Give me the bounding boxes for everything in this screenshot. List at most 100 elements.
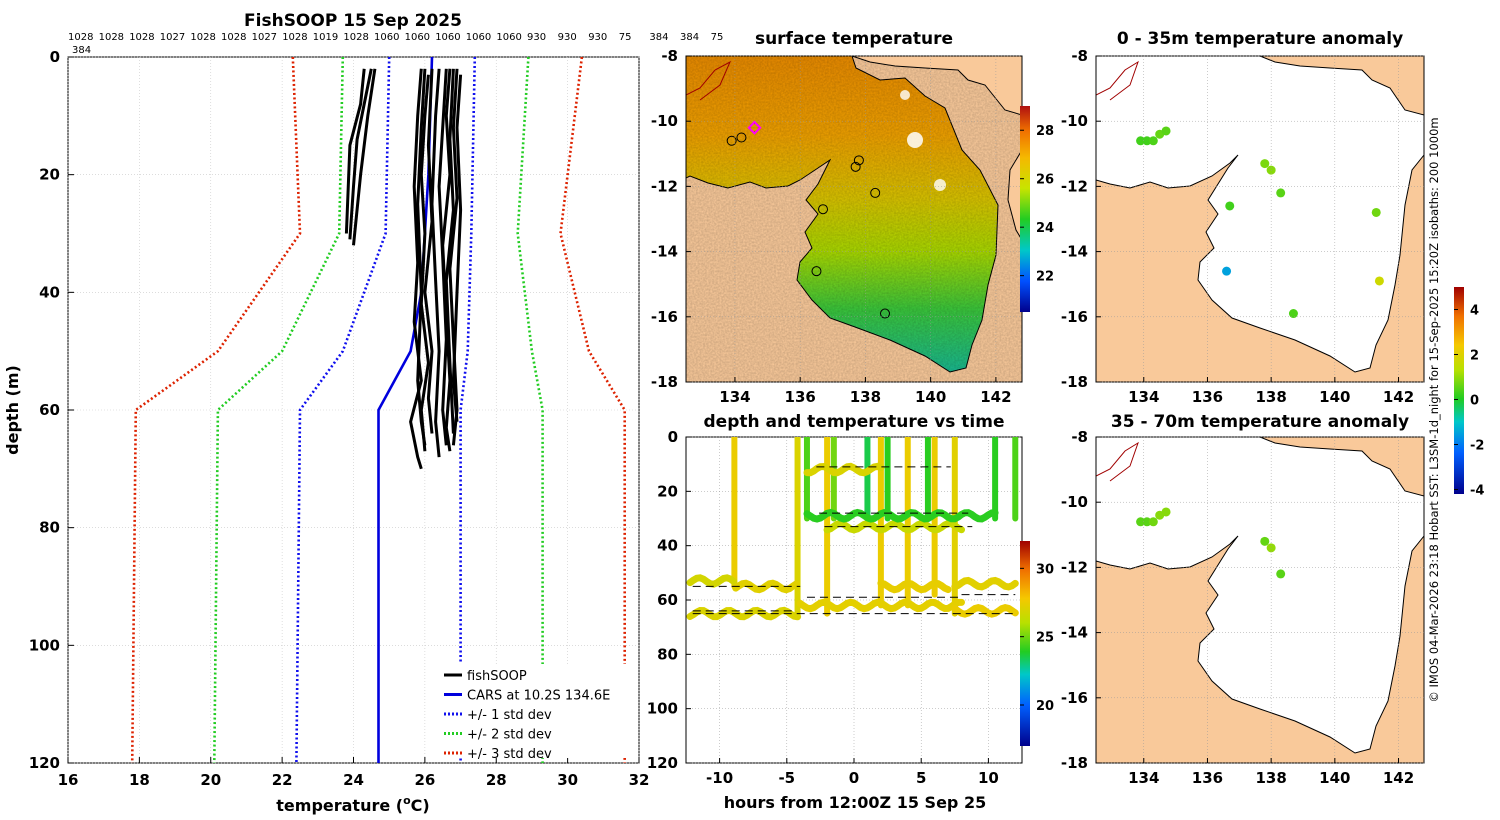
legend-label: +/- 3 std dev bbox=[467, 747, 552, 762]
timeseries-title: depth and temperature vs time bbox=[704, 412, 1005, 432]
sst-texture bbox=[686, 56, 1022, 382]
anomaly-point bbox=[1374, 276, 1384, 286]
anomaly-point bbox=[1371, 207, 1381, 217]
sst-colorbar bbox=[1020, 106, 1030, 312]
cast-id-label: 930 bbox=[527, 32, 546, 43]
anomaly-upper-coast-nw bbox=[1096, 60, 1139, 101]
y-tick-label: 40 bbox=[39, 283, 60, 301]
cast-id-label: 384 bbox=[680, 32, 699, 43]
x-tick-label: 140 bbox=[1319, 769, 1350, 787]
y-tick-label: -12 bbox=[1061, 558, 1088, 576]
y-tick-label: 80 bbox=[39, 519, 60, 537]
anomaly-upper-points bbox=[1136, 126, 1384, 319]
sst-grid bbox=[686, 55, 1022, 383]
fishsoop-cast-line bbox=[419, 74, 430, 452]
y-tick-label: -12 bbox=[1061, 177, 1088, 195]
anomaly-upper-title: 0 - 35m temperature anomaly bbox=[1117, 29, 1403, 49]
series-line bbox=[459, 56, 477, 763]
anomaly-upper-frame bbox=[1095, 55, 1425, 383]
legend-entries: fishSOOP CARS at 10.2S 134.6E +/- 1 std de… bbox=[444, 669, 610, 762]
cast-marker bbox=[853, 155, 864, 166]
cast-id-label: 1060 bbox=[374, 32, 399, 43]
anomaly-lower-frame bbox=[1095, 436, 1425, 764]
xlabel-main: temperature ( bbox=[276, 796, 403, 815]
credit-text: © IMOS 04-Mar-2026 23:18 Hobart SST: L3S… bbox=[1427, 117, 1441, 702]
cast-id-label: 1028 bbox=[129, 32, 154, 43]
x-tick-label: 142 bbox=[1383, 388, 1414, 406]
cast-id-labels: 1028 1028 1028 1027 1028 1028 1027 1028 1019 1028… bbox=[68, 32, 723, 56]
cast-id-label: 1028 bbox=[99, 32, 124, 43]
y-tick-label: -16 bbox=[1061, 689, 1088, 707]
bottom-segment-trace bbox=[951, 603, 1019, 618]
x-tick-label: 136 bbox=[1192, 769, 1223, 787]
cast-marker bbox=[736, 132, 747, 143]
y-tick-label: -14 bbox=[1061, 243, 1088, 261]
anomaly-upper-grid bbox=[1096, 55, 1424, 383]
legend-box bbox=[438, 664, 634, 758]
x-tick-label: 138 bbox=[1255, 388, 1286, 406]
sst-coast-nw bbox=[686, 60, 732, 101]
anomaly-lower-land-n bbox=[1259, 437, 1424, 497]
x-tick-label: 142 bbox=[980, 388, 1011, 406]
series-line bbox=[130, 56, 302, 764]
y-tick-label: -10 bbox=[651, 112, 678, 130]
anomaly-point bbox=[1161, 126, 1171, 136]
cloud-gap bbox=[907, 132, 923, 148]
y-tick-label: 20 bbox=[657, 482, 678, 500]
y-tick-label: -16 bbox=[651, 308, 678, 326]
y-tick-label: -16 bbox=[1061, 308, 1088, 326]
x-tick-label: 134 bbox=[1128, 388, 1159, 406]
y-tick-label: 100 bbox=[647, 700, 678, 718]
legend-label: +/- 2 std dev bbox=[467, 728, 552, 743]
bottom-segment-trace bbox=[877, 579, 952, 594]
sst-land-east bbox=[1007, 149, 1022, 241]
anomaly-lower-title: 35 - 70m temperature anomaly bbox=[1111, 412, 1409, 432]
colorbar-tick-label: 0 bbox=[1470, 394, 1479, 409]
legend-label: +/- 1 std dev bbox=[467, 708, 552, 723]
anomaly-lower-axes: 134 136 138 140 142 -8 -10 -12 -14 -16 -18 bbox=[1061, 428, 1414, 787]
y-tick-label: 80 bbox=[657, 645, 678, 663]
sst-axes: 134 136 138 140 142 -8 -10 -12 -14 -16 -18 bbox=[651, 47, 1012, 406]
cast-id-label: 75 bbox=[711, 32, 724, 43]
y-tick-label: -10 bbox=[1061, 493, 1088, 511]
y-tick-label: 0 bbox=[50, 48, 60, 66]
anomaly-lower-coast-nw bbox=[1096, 441, 1139, 482]
timeseries-data bbox=[686, 437, 1019, 621]
anomaly-point bbox=[1142, 517, 1152, 527]
y-tick-label: 60 bbox=[39, 401, 60, 419]
xlabel-superscript: o bbox=[403, 794, 411, 807]
anomaly-lower-grid bbox=[1096, 436, 1424, 764]
cast-marker bbox=[879, 308, 890, 319]
sst-panel: surface temperature 134 136 138 140 142 -8 -10… bbox=[651, 29, 1054, 406]
y-tick-label: -18 bbox=[651, 373, 678, 391]
colorbar-tick-label: 4 bbox=[1470, 304, 1479, 319]
x-tick-label: 140 bbox=[1319, 388, 1350, 406]
x-tick-label: -5 bbox=[778, 769, 795, 787]
profile-lines bbox=[130, 56, 627, 764]
colorbar-tick-label: 2 bbox=[1470, 349, 1479, 364]
y-tick-label: -10 bbox=[1061, 112, 1088, 130]
colorbar-tick-label: 26 bbox=[1036, 173, 1054, 188]
anomaly-point bbox=[1148, 517, 1158, 527]
cloud-gap bbox=[934, 179, 946, 191]
x-tick-label: 32 bbox=[629, 771, 650, 789]
timeseries-colorbar-ticks: 20 25 30 bbox=[1020, 562, 1054, 714]
cast-id-label: 1028 bbox=[221, 32, 246, 43]
cast-id-label: 1028 bbox=[282, 32, 307, 43]
anomaly-point bbox=[1225, 201, 1235, 211]
cast-id-label: 1019 bbox=[313, 32, 338, 43]
x-tick-label: 28 bbox=[486, 771, 507, 789]
anomaly-upper-axes: 134 136 138 140 142 -8 -10 -12 -14 -16 -18 bbox=[1061, 47, 1414, 406]
colorbar-tick-label: 30 bbox=[1036, 562, 1054, 577]
x-tick-label: 136 bbox=[1192, 388, 1223, 406]
cast-id-label: 1060 bbox=[496, 32, 521, 43]
colorbar-tick-label: 20 bbox=[1036, 699, 1054, 714]
cast-id-label: 1027 bbox=[160, 32, 185, 43]
fishsoop-cast-line bbox=[430, 68, 441, 458]
x-tick-label: 134 bbox=[719, 388, 750, 406]
sst-colorbar-ticks: 22 24 26 28 bbox=[1020, 124, 1054, 285]
cast-id-label: 1027 bbox=[252, 32, 277, 43]
cast-id-label: 1028 bbox=[68, 32, 93, 43]
